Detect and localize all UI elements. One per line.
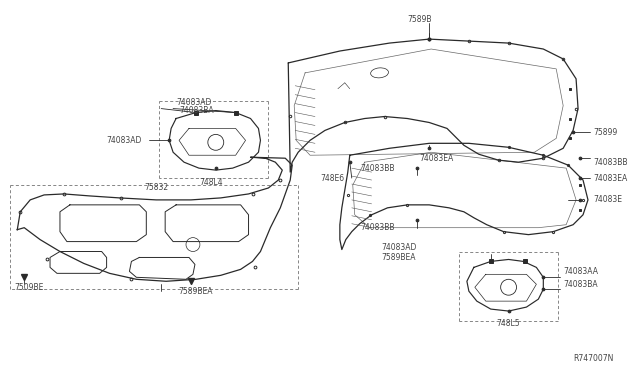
Text: 74083E: 74083E: [593, 195, 622, 204]
Text: 75899: 75899: [593, 128, 617, 137]
Text: 748E6: 748E6: [320, 174, 344, 183]
Text: 74083BA: 74083BA: [179, 106, 214, 115]
Text: 748L5: 748L5: [497, 320, 520, 328]
Text: 7589BEA: 7589BEA: [179, 287, 213, 296]
Text: 74083AD: 74083AD: [381, 243, 417, 252]
Text: 74083AA: 74083AA: [563, 267, 598, 276]
Text: 74083AD: 74083AD: [176, 98, 211, 107]
Text: 74083AD: 74083AD: [107, 136, 142, 145]
Text: 7509BE: 7509BE: [14, 283, 44, 292]
Text: 74083BB: 74083BB: [360, 164, 394, 173]
Text: 74083EA: 74083EA: [419, 154, 454, 163]
Text: 74083BB: 74083BB: [593, 158, 627, 167]
Text: 7589BEA: 7589BEA: [381, 253, 416, 262]
Text: 75832: 75832: [144, 183, 168, 192]
Text: 748L4: 748L4: [199, 177, 223, 186]
Text: 7589B: 7589B: [407, 15, 431, 24]
Text: R747007N: R747007N: [573, 354, 614, 363]
Text: 74083BA: 74083BA: [563, 280, 598, 289]
Text: 74083BB: 74083BB: [360, 223, 394, 232]
Text: 74083EA: 74083EA: [593, 174, 627, 183]
